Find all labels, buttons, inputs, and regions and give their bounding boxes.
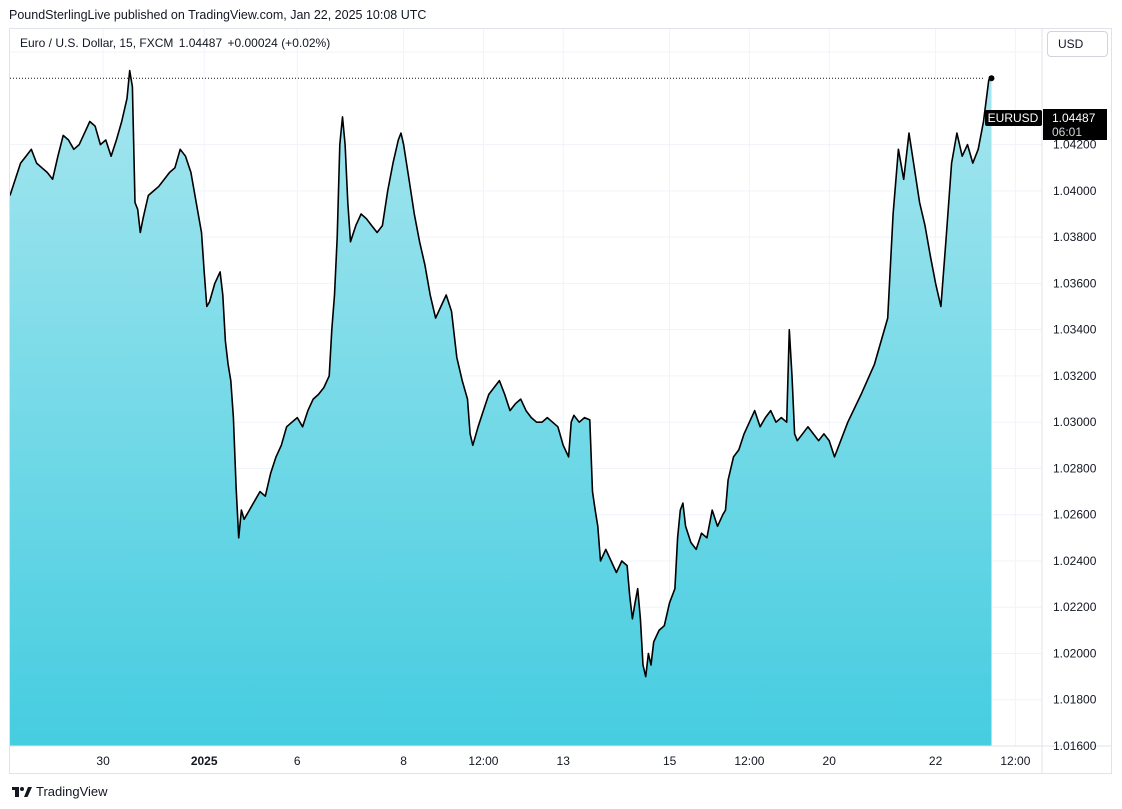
y-tick-label: 1.02800 — [1053, 461, 1097, 475]
x-tick-label: 12:00 — [1000, 754, 1030, 768]
price-tag: 1.04487 06:01 — [1043, 109, 1107, 140]
price-tag-value: 1.04487 — [1052, 111, 1096, 125]
price-tag-countdown: 06:01 — [1052, 125, 1082, 139]
footer-brand-name: TradingView — [36, 784, 108, 799]
y-tick-label: 1.03200 — [1053, 369, 1097, 383]
y-tick-label: 1.02200 — [1053, 600, 1097, 614]
y-tick-label: 1.03600 — [1053, 276, 1097, 290]
x-tick-label: 6 — [294, 754, 301, 768]
time-axis[interactable]: 30 2025 6 8 12:00 13 15 12:00 20 22 12:00 — [96, 754, 1030, 768]
x-tick-label: 12:00 — [734, 754, 764, 768]
y-tick-label: 1.03400 — [1053, 323, 1097, 337]
y-tick-label: 1.02600 — [1053, 508, 1097, 522]
y-tick-label: 1.01600 — [1053, 739, 1097, 753]
x-tick-label: 2025 — [191, 754, 218, 768]
price-axis[interactable]: 1.01600 1.01800 1.02000 1.02200 1.02400 1.026… — [1053, 45, 1097, 753]
x-tick-label: 13 — [557, 754, 571, 768]
legend-change: +0.00024 (+0.02%) — [227, 36, 331, 50]
price-series-line — [10, 69, 992, 678]
legend-last-price: 1.04487 — [178, 36, 223, 50]
y-tick-label: 1.02400 — [1053, 554, 1097, 568]
legend-symbol: Euro / U.S. Dollar, 15, FXCM — [20, 36, 174, 50]
y-tick-label: 1.01800 — [1053, 693, 1097, 707]
x-tick-label: 15 — [663, 754, 677, 768]
x-tick-label: 22 — [929, 754, 943, 768]
x-tick-label: 8 — [400, 754, 407, 768]
y-tick-label: 1.04200 — [1053, 138, 1097, 152]
x-tick-label: 20 — [823, 754, 837, 768]
y-tick-label: 1.03000 — [1053, 415, 1097, 429]
last-price-dot — [988, 75, 995, 82]
footer-branding: TradingView — [12, 784, 108, 799]
y-tick-label: 1.04000 — [1053, 184, 1097, 198]
currency-button[interactable]: USD — [1047, 31, 1108, 57]
y-tick-label: 1.02000 — [1053, 646, 1097, 660]
symbol-tag: EURUSD — [985, 110, 1042, 126]
published-caption: PoundSterlingLive published on TradingVi… — [9, 8, 427, 22]
chart-frame — [9, 28, 1112, 774]
chart-legend: Euro / U.S. Dollar, 15, FXCM 1.04487 +0.… — [20, 36, 332, 50]
y-tick-label: 1.03800 — [1053, 230, 1097, 244]
price-area-fill — [10, 70, 992, 746]
x-tick-label: 12:00 — [468, 754, 498, 768]
symbol-tag-label: EURUSD — [988, 111, 1039, 125]
x-tick-label: 30 — [96, 754, 110, 768]
tradingview-logo-icon — [12, 786, 32, 797]
